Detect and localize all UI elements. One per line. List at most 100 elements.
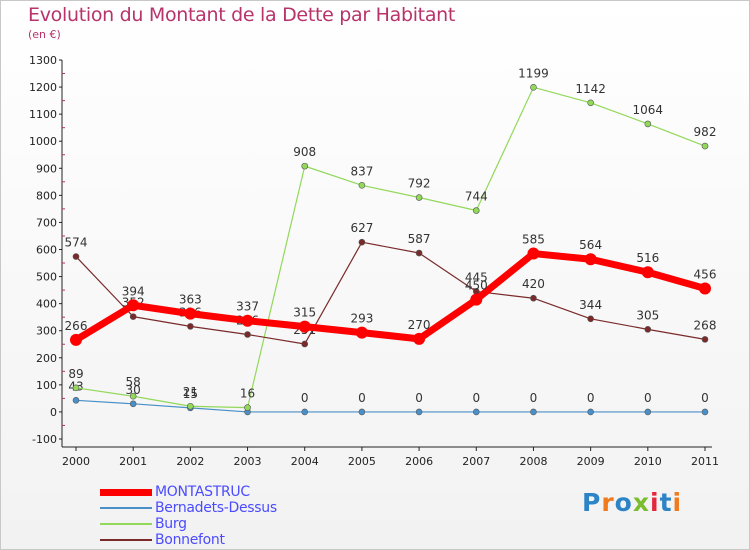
legend-label: Burg: [155, 516, 187, 532]
y-tick-label: 300: [36, 325, 57, 338]
data-point: [701, 408, 709, 416]
data-point: [472, 408, 480, 416]
data-point: [129, 400, 137, 408]
data-point: [415, 249, 423, 257]
x-tick-label: 2007: [462, 455, 490, 468]
data-point: [244, 404, 251, 411]
x-tick-label: 2004: [291, 455, 319, 468]
data-point: [187, 323, 194, 330]
legend-swatch: [100, 507, 152, 509]
logo-letter: o: [614, 488, 633, 517]
data-label: 305: [636, 308, 659, 322]
y-tick-label: 200: [36, 352, 57, 365]
data-point: [415, 408, 423, 416]
y-tick-label: 800: [36, 189, 57, 202]
data-point: [129, 392, 137, 400]
data-label: 0: [301, 391, 309, 405]
data-label: 837: [350, 164, 373, 178]
data-point: [358, 182, 366, 189]
data-label: 89: [68, 367, 83, 381]
data-label: 0: [530, 391, 538, 405]
data-label: 30: [126, 383, 141, 397]
data-label: 627: [350, 221, 373, 235]
proxiti-logo: Proxiti: [582, 488, 682, 517]
data-label: 456: [694, 267, 717, 281]
data-label: 982: [694, 125, 717, 139]
data-point: [127, 299, 140, 312]
data-point: [530, 408, 537, 416]
y-tick-label: 700: [36, 216, 57, 229]
y-tick-label: 400: [36, 298, 57, 311]
data-label: 293: [350, 312, 373, 326]
data-point: [701, 336, 709, 343]
data-point: [187, 402, 194, 410]
x-tick-label: 2002: [176, 455, 204, 468]
data-label: 315: [293, 306, 316, 320]
data-label: 445: [465, 270, 488, 284]
data-point: [527, 247, 540, 260]
logo-letter: r: [601, 488, 615, 517]
data-point: [472, 207, 480, 214]
chart-title: Evolution du Montant de la Dette par Hab…: [28, 4, 456, 26]
data-point: [129, 313, 137, 320]
data-point: [72, 253, 80, 260]
data-point: [587, 408, 594, 416]
x-tick-label: 2009: [577, 455, 605, 468]
y-tick-label: 100: [36, 379, 57, 392]
data-label: 15: [183, 387, 198, 401]
data-label: 792: [408, 177, 431, 191]
data-label: 16: [240, 387, 255, 401]
y-tick-label: 500: [36, 271, 57, 284]
y-tick-label: 1200: [29, 81, 57, 94]
data-point: [641, 266, 654, 279]
data-point: [644, 120, 652, 128]
data-label: 1199: [518, 66, 549, 80]
logo-letter: t: [659, 488, 673, 517]
data-label: 0: [472, 391, 480, 405]
data-label: 268: [694, 318, 717, 332]
y-tick-label: -100: [32, 433, 57, 446]
x-tick-label: 2005: [348, 455, 376, 468]
chart-subtitle: (en €): [28, 28, 61, 41]
data-label: 337: [236, 300, 259, 314]
data-label: 0: [644, 391, 652, 405]
logo-letter: i: [672, 488, 683, 517]
data-point: [358, 238, 366, 246]
data-point: [301, 408, 309, 416]
data-point: [70, 333, 82, 346]
series-line: [75, 399, 706, 413]
y-tick-label: 1100: [29, 108, 57, 121]
data-point: [644, 408, 652, 416]
data-label: 266: [65, 319, 88, 333]
legend-label: MONTASTRUC: [155, 484, 250, 500]
x-tick-label: 2000: [62, 455, 90, 468]
logo-letter: i: [650, 488, 660, 517]
data-label: 1064: [633, 103, 664, 117]
data-point: [241, 314, 254, 327]
series-line: [75, 86, 706, 409]
data-point: [415, 194, 423, 201]
data-point: [587, 99, 594, 107]
data-point: [301, 340, 309, 348]
y-tick-label: 0: [50, 406, 57, 419]
data-label: 58: [126, 375, 141, 389]
data-label: 0: [701, 391, 709, 405]
data-label: 394: [122, 284, 145, 298]
data-point: [470, 293, 483, 306]
data-point: [184, 307, 197, 320]
data-label: 344: [579, 298, 602, 312]
data-label: 0: [358, 391, 366, 405]
x-tick-label: 2011: [691, 455, 719, 468]
data-label: 450: [465, 279, 488, 293]
x-tick-label: 2001: [119, 455, 147, 468]
series-line: [72, 250, 709, 344]
data-point: [355, 326, 368, 339]
y-tick-label: 600: [36, 244, 57, 257]
series-line: [75, 241, 706, 345]
data-point: [244, 331, 251, 338]
data-label: 363: [179, 293, 202, 307]
data-point: [701, 142, 709, 150]
x-tick-label: 2003: [234, 455, 262, 468]
